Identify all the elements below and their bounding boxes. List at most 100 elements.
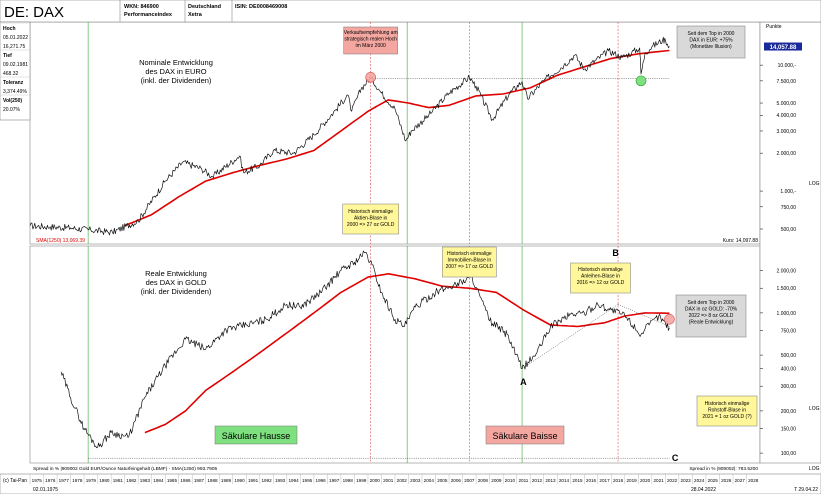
x-tick-label: 2024	[694, 478, 705, 483]
x-tick-label: 2007	[464, 478, 475, 483]
annotation-bond-text-line: Historisch einmalige	[578, 267, 623, 273]
stat-0: Hoch	[3, 26, 16, 32]
annotation-bond-box	[570, 262, 631, 294]
x-tick-label: 2006	[451, 478, 462, 483]
x-tick-label: 1976	[45, 478, 56, 483]
x-tick-label: 2020	[640, 478, 651, 483]
annotation-realestate-text-line: Immobilien-Blase in	[448, 258, 492, 264]
annotation-sell-text-line: im März 2000	[356, 43, 387, 49]
x-tick-label: 2019	[626, 478, 637, 483]
spread-right-label: Spread in % |909002|: 783.5200	[689, 466, 758, 472]
x-tick-label: 1984	[153, 478, 164, 483]
lower-ytick-label: 200,00	[781, 409, 797, 415]
right-axis-frame	[759, 21, 821, 464]
top-2000-marker	[365, 72, 376, 83]
x-tick-label: 2027	[735, 478, 746, 483]
x-tick-label: 2010	[505, 478, 516, 483]
x-end-label: 28.04.2022	[691, 487, 716, 493]
lower-ytick-label: 100,00	[781, 451, 797, 457]
x-tick-label: 1979	[86, 478, 97, 483]
x-tick-label: 1981	[113, 478, 124, 483]
annotation-real-text-line: DAX in oz GOLD: -70%	[685, 307, 738, 313]
log-label-1: LOG	[809, 181, 820, 187]
annotation-nominal-text-line: (Monetäre Illusion)	[690, 44, 732, 50]
upper-ylabel: Punkte	[766, 24, 782, 30]
upper-ytick-label: 7.500,00	[777, 79, 797, 85]
annotation-bond-text-line: Anleihen-Blase in	[581, 274, 620, 280]
annotation-realestate-text-line: Historisch einmalige	[447, 251, 492, 257]
time-label: T 29.04.22	[794, 487, 818, 493]
exchange-label: Xetra	[188, 12, 203, 18]
upper-ytick-label: 500,00	[781, 227, 797, 233]
lower-ytick-label: 2.000,00	[777, 269, 797, 275]
x-tick-label: 2012	[532, 478, 543, 483]
upper-sma-label: SMA(1250) 13,069.39	[36, 238, 85, 244]
stat-6: Toleranz	[3, 80, 24, 86]
annotation-stock-bubble-box	[342, 203, 399, 235]
x-tick-label: 2004	[424, 478, 435, 483]
annotation-nominal-text-line: Seit dem Top in 2000	[688, 31, 735, 37]
upper-ytick-label: 10.000,-	[778, 63, 797, 69]
annotation-real-text-line: (Reale Entwicklung)	[689, 320, 734, 326]
lower-trendline	[521, 304, 619, 369]
x-tick-label: 2022	[667, 478, 678, 483]
annotation-stock-bubble-text-line: 2000 => 27 oz GOLD	[347, 222, 395, 228]
x-tick-label: 1994	[288, 478, 299, 483]
x-tick-label: 1989	[221, 478, 232, 483]
x-tick-label: 2021	[653, 478, 664, 483]
annotation-real-text-line: 2022 => 8 oz GOLD	[689, 313, 734, 319]
annotation-bond-text-line: 2016 => 12 oz GOLD	[577, 280, 625, 286]
stat-9: 20.07%	[3, 107, 21, 113]
stat-2: 16,271.75	[3, 44, 25, 50]
x-tick-label: 1999	[356, 478, 367, 483]
lower-ytick-label: 300,00	[781, 384, 797, 390]
lower-sma-line	[144, 273, 670, 434]
annotation-nominal-box	[676, 25, 746, 59]
annotation-commodity-box	[696, 395, 758, 427]
header-bar	[0, 0, 821, 23]
stat-1: 05.01.2022	[3, 35, 28, 41]
wkn-label: WKN: 846900	[124, 4, 159, 10]
lower-ytick-label: 750,00	[781, 328, 797, 334]
brand-label: (c) Tai-Pan	[3, 478, 27, 484]
x-tick-label: 1982	[126, 478, 137, 483]
x-tick-label: 2005	[437, 478, 448, 483]
x-tick-label: 1986	[180, 478, 191, 483]
x-tick-label: 1988	[207, 478, 218, 483]
low-2020-marker	[635, 75, 647, 87]
country-label: Deutschland	[188, 4, 221, 10]
index-type-label: Performanceindex	[124, 12, 173, 18]
x-tick-label: 2023	[681, 478, 692, 483]
annotation-real-text-line: Seit dem Top in 2000	[688, 300, 735, 306]
x-tick-label: 2018	[613, 478, 624, 483]
secular-bear-label: Säkulare Baisse	[492, 431, 557, 441]
stat-5: 468.32	[3, 71, 19, 77]
upper-ytick-label: 1.000,-	[780, 189, 796, 195]
x-tick-label: 1998	[343, 478, 354, 483]
now-2022-marker	[664, 314, 675, 325]
x-tick-label: 2009	[491, 478, 502, 483]
upper-ytick-label: 4.000,00	[777, 113, 797, 119]
x-tick-label: 1993	[275, 478, 286, 483]
x-tick-label: 1985	[167, 478, 178, 483]
annotation-stock-bubble-text-line: Aktien-Blase in	[354, 216, 388, 222]
stat-4: 09.02.1981	[3, 62, 28, 68]
annotation-stock-bubble-text-line: Historisch einmalige	[348, 209, 393, 215]
stats-panel	[0, 21, 31, 121]
x-tick-label: 2015	[572, 478, 583, 483]
lower-price-line	[60, 250, 670, 449]
x-tick-label: 2008	[478, 478, 489, 483]
x-tick-label: 2025	[708, 478, 719, 483]
x-tick-label: 1980	[99, 478, 110, 483]
upper-ytick-label: 2.000,00	[777, 151, 797, 157]
annotation-commodity-text-line: Rohstoff-Blase in	[708, 408, 746, 414]
x-tick-label: 1975	[32, 478, 43, 483]
annotation-realestate-box	[442, 246, 497, 278]
